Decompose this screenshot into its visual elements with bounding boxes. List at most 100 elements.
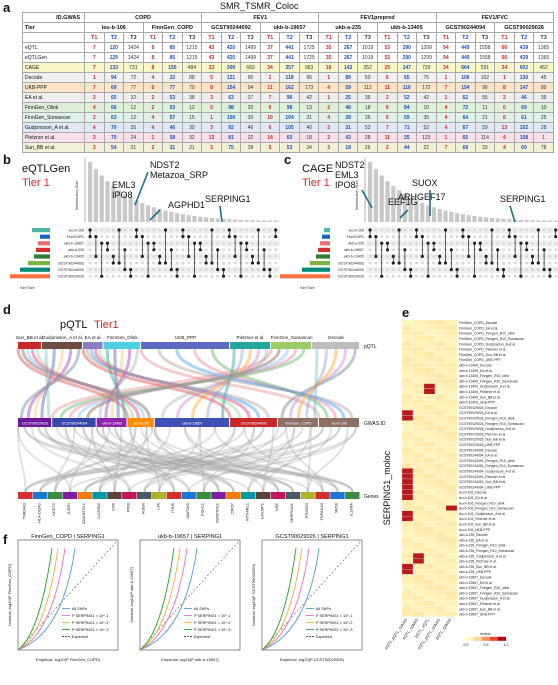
set-label: ukb-b-13405 bbox=[344, 255, 364, 259]
matrix-dot bbox=[548, 235, 552, 239]
sankey-flow bbox=[68, 348, 298, 419]
table-cell: 441 bbox=[279, 52, 300, 63]
matrix-dot bbox=[169, 235, 173, 239]
legend-tick: 0.0 bbox=[464, 643, 469, 647]
heatmap-cell bbox=[401, 457, 414, 464]
table-cell: 1 bbox=[435, 92, 457, 103]
panel-f-letter: f bbox=[3, 532, 8, 547]
heatmap-cell bbox=[412, 356, 425, 363]
matrix-dot-active bbox=[391, 261, 395, 265]
table-cell: 92 bbox=[220, 122, 242, 133]
heatmap-cell bbox=[423, 542, 436, 549]
table-cell: 1215 bbox=[181, 42, 203, 53]
intersection-bar bbox=[215, 218, 220, 222]
matrix-dot-active bbox=[519, 274, 523, 278]
matrix-dot bbox=[233, 268, 237, 272]
gene-callout: SERPING1 bbox=[500, 194, 546, 204]
table-cell: 31 bbox=[298, 112, 320, 123]
heatmap-cell bbox=[434, 394, 447, 400]
heatmap-cell bbox=[434, 447, 447, 453]
heatmap-cell bbox=[423, 425, 436, 432]
heatmap-row-label: ieu-b-106_Pietzner et al. bbox=[459, 517, 496, 521]
heatmap-cell bbox=[423, 494, 436, 501]
table-cell: 13 bbox=[494, 122, 515, 133]
table-cell: 4 bbox=[84, 102, 105, 113]
matrix-dot bbox=[409, 261, 413, 265]
matrix-dot bbox=[478, 261, 482, 265]
matrix-dot bbox=[403, 241, 407, 245]
matrix-dot bbox=[548, 261, 552, 265]
heatmap-cell bbox=[434, 378, 447, 384]
gwas-id-header: ieu-b-106 bbox=[84, 22, 144, 33]
matrix-dot bbox=[403, 274, 407, 278]
matrix-dot bbox=[158, 268, 162, 272]
matrix-dot bbox=[111, 268, 115, 272]
heatmap-cell bbox=[401, 478, 414, 485]
matrix-dot bbox=[227, 241, 231, 245]
matrix-dot bbox=[175, 228, 179, 232]
heatmap-cell bbox=[401, 606, 414, 612]
set-size-bar bbox=[302, 267, 330, 272]
table-cell: 34 bbox=[259, 62, 281, 73]
gene-node bbox=[107, 492, 122, 499]
table-cell: 120 bbox=[103, 42, 125, 53]
matrix-dot-active bbox=[187, 235, 191, 239]
table-cell: 96 bbox=[298, 72, 320, 83]
matrix-dot bbox=[391, 228, 395, 232]
intersection-bar bbox=[204, 217, 209, 222]
heatmap-cell bbox=[434, 473, 447, 480]
matrix-dot bbox=[268, 261, 272, 265]
matrix-dot bbox=[542, 235, 546, 239]
matrix-dot bbox=[111, 235, 115, 239]
sankey-flow bbox=[59, 348, 306, 419]
tier-header: T3 bbox=[357, 32, 378, 43]
intersection-bar bbox=[397, 190, 402, 222]
heatmap-row-label: ukb-b-19657_Finngen_R10_olink bbox=[459, 586, 509, 590]
intersection-bar bbox=[437, 209, 442, 222]
heatmap-cell bbox=[412, 563, 425, 570]
qq-legend-label: P SERPING1 < 10^-3 bbox=[72, 628, 108, 632]
gene-node bbox=[122, 492, 137, 499]
matrix-dot bbox=[140, 274, 144, 278]
matrix-dot-active bbox=[496, 268, 500, 272]
table-cell: 664 bbox=[455, 62, 476, 73]
heatmap-cell bbox=[412, 526, 425, 533]
heatmap-cell bbox=[401, 399, 414, 405]
matrix-dot bbox=[502, 254, 505, 258]
table-cell: 48 bbox=[337, 102, 359, 113]
table-cell: 88 bbox=[181, 72, 203, 83]
heatmap-cell bbox=[412, 362, 425, 368]
matrix-dot bbox=[432, 274, 436, 278]
matrix-dot-active bbox=[204, 261, 208, 265]
matrix-dot-active bbox=[140, 254, 144, 258]
heatmap-cell bbox=[401, 590, 414, 596]
heatmap-cell bbox=[412, 521, 425, 527]
sankey-flow bbox=[35, 348, 135, 419]
heatmap-cell bbox=[412, 489, 425, 496]
gwas-node bbox=[96, 418, 127, 427]
gene-node bbox=[47, 492, 63, 499]
matrix-dot bbox=[129, 254, 133, 258]
heatmap-cell bbox=[412, 595, 425, 602]
sankey-tier: Tier1 bbox=[94, 319, 119, 331]
table-cell: 18 bbox=[298, 132, 320, 143]
table-cell: 602 bbox=[513, 62, 535, 73]
heatmap-cell bbox=[445, 606, 458, 612]
set-size-bar bbox=[324, 228, 330, 233]
matrix-dot bbox=[146, 235, 150, 239]
sankey-flow bbox=[73, 426, 354, 493]
heatmap-cell bbox=[434, 531, 447, 538]
table-cell: 65 bbox=[279, 132, 300, 143]
qq-curve bbox=[139, 547, 175, 651]
heatmap-cell bbox=[412, 319, 425, 326]
table-cell: 4 bbox=[142, 122, 164, 133]
matrix-dot bbox=[152, 228, 156, 232]
set-size-bar bbox=[36, 247, 50, 252]
sankey-flow bbox=[23, 426, 295, 493]
table-cell: 38 bbox=[181, 92, 203, 103]
heatmap-row-label: GCST90244094_EA et al. bbox=[459, 454, 498, 458]
set-label: ukb-b-19657 bbox=[64, 242, 84, 246]
table-cell: 7 bbox=[376, 122, 398, 133]
gene-label: RTN4RL1 bbox=[244, 502, 249, 520]
table-cell: 77 bbox=[123, 82, 144, 93]
